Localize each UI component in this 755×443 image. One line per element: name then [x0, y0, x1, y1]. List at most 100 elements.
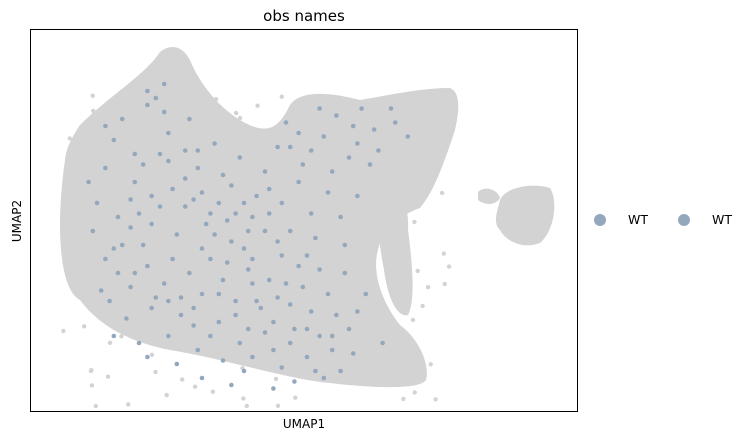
- data-point: [145, 263, 150, 269]
- data-point: [296, 263, 301, 269]
- background-cell: [105, 374, 111, 379]
- background-cell: [150, 323, 156, 328]
- data-point: [271, 347, 276, 353]
- data-point: [208, 211, 213, 216]
- data-point: [350, 351, 356, 356]
- data-point: [283, 120, 289, 125]
- background-cell: [123, 87, 128, 92]
- data-point: [392, 120, 398, 125]
- data-point: [195, 347, 201, 353]
- data-point: [94, 200, 100, 206]
- data-point: [157, 204, 163, 209]
- background-cell: [412, 219, 417, 225]
- background-cell: [318, 212, 324, 217]
- data-point: [161, 109, 167, 115]
- background-cell: [320, 111, 326, 116]
- data-point: [367, 162, 373, 167]
- data-point: [296, 130, 301, 136]
- data-point: [266, 211, 272, 216]
- data-point: [157, 151, 163, 157]
- data-point: [287, 144, 293, 150]
- background-cell: [272, 352, 277, 357]
- background-cell: [416, 171, 421, 176]
- background-cell: [389, 143, 395, 149]
- data-point: [199, 291, 205, 297]
- background-cell: [311, 352, 317, 357]
- data-point: [258, 305, 264, 311]
- data-point: [245, 228, 251, 234]
- legend: WT WT: [594, 212, 755, 227]
- background-cell: [355, 129, 360, 134]
- data-point: [279, 200, 285, 206]
- background-cell: [195, 220, 200, 225]
- data-point: [241, 246, 247, 251]
- background-cell: [90, 93, 95, 98]
- data-point: [325, 190, 331, 195]
- background-cell: [293, 218, 298, 223]
- data-point: [342, 242, 348, 248]
- background-cell: [257, 162, 262, 167]
- axes-frame: [30, 29, 578, 412]
- background-cell: [238, 227, 243, 232]
- data-point: [166, 298, 171, 304]
- legend-item: WT: [594, 212, 648, 227]
- data-point: [329, 169, 335, 174]
- background-cell: [356, 291, 362, 297]
- background-cell: [126, 402, 131, 407]
- data-point: [199, 190, 205, 195]
- data-point: [128, 284, 133, 290]
- background-cell: [410, 317, 416, 323]
- data-point: [161, 81, 167, 87]
- background-cell: [276, 192, 281, 197]
- background-cell: [219, 158, 225, 163]
- data-point: [103, 123, 108, 129]
- background-cell: [165, 201, 170, 207]
- data-point: [124, 316, 129, 321]
- background-cell: [373, 313, 379, 318]
- legend-label: WT: [712, 212, 732, 227]
- background-cell: [256, 311, 262, 317]
- background-cell: [195, 161, 201, 166]
- data-point: [145, 102, 150, 108]
- data-point: [216, 200, 222, 206]
- data-point: [140, 242, 146, 248]
- background-cell: [417, 120, 423, 125]
- background-cell: [91, 139, 97, 144]
- background-cell: [237, 115, 243, 121]
- background-cell: [88, 368, 94, 374]
- data-point: [86, 179, 91, 185]
- data-point: [182, 176, 188, 181]
- background-cell: [442, 281, 447, 287]
- data-point: [279, 365, 285, 370]
- data-point: [321, 134, 327, 139]
- data-point: [212, 141, 217, 146]
- legend-marker: [594, 213, 606, 226]
- background-cell: [71, 211, 77, 216]
- background-cell: [198, 198, 203, 204]
- data-point: [111, 333, 117, 339]
- data-point: [220, 358, 226, 363]
- background-cell: [83, 200, 88, 205]
- background-cell: [326, 176, 331, 182]
- data-point: [292, 379, 297, 384]
- data-point: [229, 183, 234, 188]
- data-point: [187, 270, 192, 276]
- data-point: [111, 137, 117, 143]
- background-cell: [249, 219, 254, 224]
- background-cell: [326, 137, 331, 142]
- background-cell: [372, 379, 378, 384]
- data-point: [304, 354, 310, 360]
- data-point: [145, 88, 150, 94]
- data-point: [149, 305, 154, 311]
- background-cell: [275, 403, 281, 408]
- background-cell: [131, 297, 136, 302]
- data-point: [103, 165, 108, 171]
- background-cell: [107, 340, 113, 345]
- background-cell: [251, 167, 257, 172]
- background-cell: [307, 114, 312, 119]
- background-cell: [210, 389, 216, 394]
- data-point: [380, 340, 385, 346]
- data-point: [329, 333, 335, 339]
- data-point: [128, 197, 133, 202]
- data-point: [321, 375, 327, 381]
